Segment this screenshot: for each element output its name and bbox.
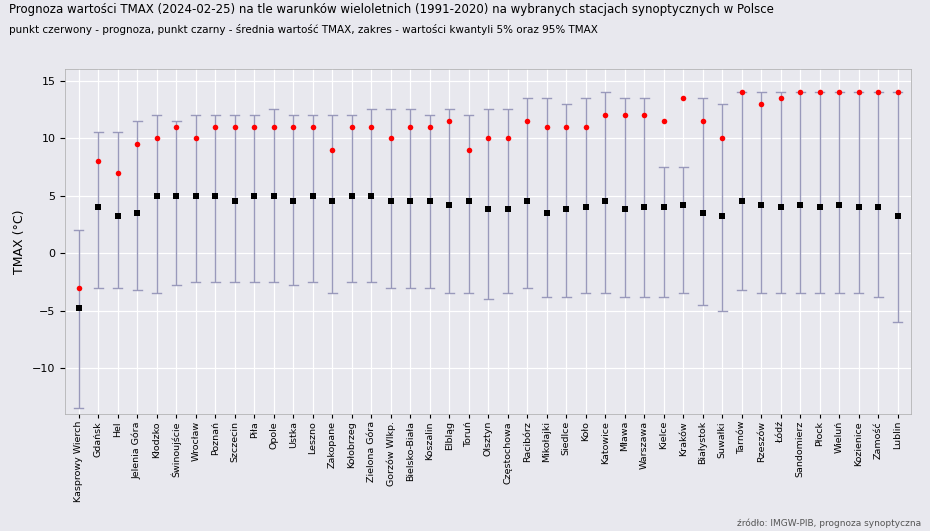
Point xyxy=(676,201,691,209)
Point xyxy=(169,191,184,200)
Point xyxy=(111,168,126,177)
Point xyxy=(598,197,613,205)
Point xyxy=(715,134,730,142)
Point xyxy=(305,122,320,131)
Point xyxy=(246,122,261,131)
Point xyxy=(266,122,281,131)
Point xyxy=(520,117,535,125)
Point xyxy=(150,134,165,142)
Point xyxy=(754,201,769,209)
Text: punkt czerwony - prognoza, punkt czarny - średnia wartość TMAX, zakres - wartośc: punkt czerwony - prognoza, punkt czarny … xyxy=(9,24,598,35)
Point xyxy=(403,122,418,131)
Point xyxy=(715,212,730,220)
Point xyxy=(246,191,261,200)
Point xyxy=(657,203,671,211)
Point xyxy=(383,197,398,205)
Point xyxy=(792,88,807,96)
Point xyxy=(831,88,846,96)
Point xyxy=(227,122,242,131)
Point xyxy=(111,212,126,220)
Point xyxy=(735,197,750,205)
Point xyxy=(266,191,281,200)
Point xyxy=(72,284,86,292)
Point xyxy=(422,122,437,131)
Point xyxy=(870,88,885,96)
Point xyxy=(696,117,711,125)
Point xyxy=(851,88,866,96)
Point xyxy=(344,191,359,200)
Point xyxy=(696,209,711,217)
Point xyxy=(481,134,496,142)
Point xyxy=(188,191,203,200)
Point xyxy=(91,203,106,211)
Point xyxy=(618,205,632,213)
Point xyxy=(500,205,515,213)
Point xyxy=(539,122,554,131)
Point xyxy=(812,88,827,96)
Point xyxy=(383,134,398,142)
Point xyxy=(403,197,418,205)
Point xyxy=(890,88,905,96)
Text: źródło: IMGW-PIB, prognoza synoptyczna: źródło: IMGW-PIB, prognoza synoptyczna xyxy=(737,519,921,528)
Point xyxy=(754,99,769,108)
Point xyxy=(169,122,184,131)
Point xyxy=(618,111,632,119)
Point xyxy=(72,304,86,313)
Point xyxy=(364,122,379,131)
Point xyxy=(150,191,165,200)
Point xyxy=(305,191,320,200)
Point xyxy=(578,203,593,211)
Point xyxy=(344,122,359,131)
Point xyxy=(227,197,242,205)
Point xyxy=(637,111,652,119)
Point xyxy=(774,93,789,102)
Point xyxy=(442,117,457,125)
Point xyxy=(481,205,496,213)
Point xyxy=(774,203,789,211)
Point xyxy=(637,203,652,211)
Point xyxy=(325,145,339,154)
Point xyxy=(598,111,613,119)
Point xyxy=(325,197,339,205)
Point xyxy=(422,197,437,205)
Point xyxy=(442,201,457,209)
Point xyxy=(735,88,750,96)
Point xyxy=(657,117,671,125)
Y-axis label: TMAX (°C): TMAX (°C) xyxy=(13,209,26,274)
Point xyxy=(870,203,885,211)
Point xyxy=(207,191,222,200)
Point xyxy=(812,203,827,211)
Point xyxy=(792,201,807,209)
Point xyxy=(890,212,905,220)
Point xyxy=(461,197,476,205)
Point xyxy=(130,209,145,217)
Text: Prognoza wartości TMAX (2024-02-25) na tle warunków wieloletnich (1991-2020) na : Prognoza wartości TMAX (2024-02-25) na t… xyxy=(9,3,774,15)
Point xyxy=(559,122,574,131)
Point xyxy=(578,122,593,131)
Point xyxy=(461,145,476,154)
Point xyxy=(831,201,846,209)
Point xyxy=(851,203,866,211)
Point xyxy=(286,197,300,205)
Point xyxy=(559,205,574,213)
Point xyxy=(676,93,691,102)
Point xyxy=(500,134,515,142)
Point xyxy=(91,157,106,165)
Point xyxy=(286,122,300,131)
Point xyxy=(188,134,203,142)
Point xyxy=(207,122,222,131)
Point xyxy=(520,197,535,205)
Point xyxy=(130,140,145,148)
Point xyxy=(539,209,554,217)
Point xyxy=(364,191,379,200)
